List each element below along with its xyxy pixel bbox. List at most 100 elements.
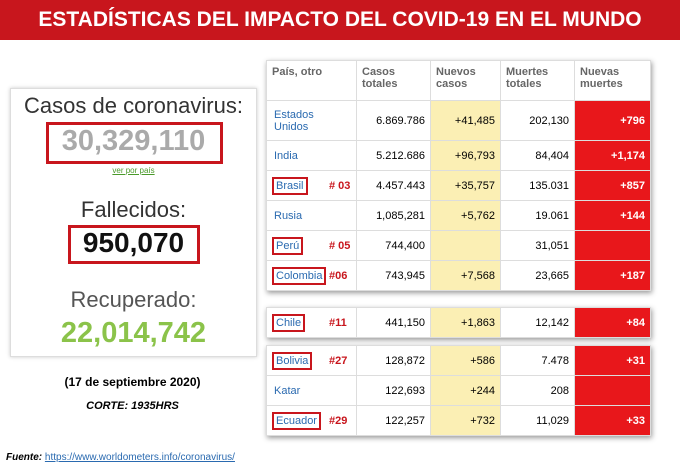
- cell: 202,130: [500, 100, 575, 141]
- row: Katar 122,693 +244 208: [266, 375, 651, 406]
- cell: 23,665: [500, 260, 575, 291]
- rank: #11: [329, 316, 347, 329]
- header-cell: Casos totales: [356, 60, 431, 101]
- cell: +796: [574, 100, 651, 141]
- cell: [574, 230, 651, 261]
- date: (17 de septiembre 2020): [64, 375, 201, 389]
- header-cell: Nuevas muertes: [574, 60, 651, 101]
- cell: 1,085,281: [356, 200, 431, 231]
- title: ESTADÍSTICAS DEL IMPACTO DEL COVID-19 EN…: [0, 0, 680, 40]
- cell: 122,257: [356, 405, 431, 436]
- row: Estados Unidos 6.869.786 +41,485 202,130 +79…: [266, 100, 651, 141]
- cell: 12,142: [500, 307, 575, 338]
- rank: #06: [329, 269, 348, 282]
- cell: 7.478: [500, 345, 575, 376]
- country-name[interactable]: Bolivia: [272, 351, 313, 370]
- header-cell: Muertes totales: [500, 60, 575, 101]
- row: India 5.212.686 +96,793 84,404 +1,174: [266, 140, 651, 171]
- rank: # 05: [329, 239, 351, 252]
- row: Bolivia #27 128,872 +586 7.478 +31: [266, 345, 651, 376]
- country-cell: Estados Unidos: [266, 100, 357, 141]
- country-cell: Ecuador #29: [266, 405, 357, 436]
- cell: [430, 230, 501, 261]
- country-cell: India: [266, 140, 357, 171]
- country-cell: Brasil # 03: [266, 170, 357, 201]
- cell: 135.031: [500, 170, 575, 201]
- country-cell: Perú # 05: [266, 230, 357, 261]
- table-group: Chile #11 441,150 +1,863 12,142 +84: [266, 307, 651, 338]
- rank: #27: [329, 354, 348, 367]
- deaths-label: Fallecidos:: [80, 197, 187, 222]
- cases-box: [46, 122, 223, 164]
- cell: +31: [574, 345, 651, 376]
- cell: 5.212.686: [356, 140, 431, 171]
- cell: +857: [574, 170, 651, 201]
- link[interactable]: ver por país: [112, 166, 155, 175]
- cell: +187: [574, 260, 651, 291]
- header-cell: Nuevos casos: [430, 60, 501, 101]
- cutoff: CORTE: 1935HRS: [86, 400, 179, 412]
- cell: 84,404: [500, 140, 575, 171]
- header-cell: País, otro: [266, 60, 357, 101]
- cell: 4.457.443: [356, 170, 431, 201]
- header-row: País, otro Casos totales Nuevos casos Muert…: [266, 60, 651, 101]
- cell: +96,793: [430, 140, 501, 171]
- country-name[interactable]: India: [274, 149, 298, 162]
- row: Rusia 1,085,281 +5,762 19.061 +144: [266, 200, 651, 231]
- country-name[interactable]: Katar: [274, 384, 301, 397]
- cell: +7,568: [430, 260, 501, 291]
- country-name[interactable]: Perú: [272, 236, 304, 255]
- table-group: País, otro Casos totales Nuevos casos Muert…: [266, 60, 651, 291]
- row: Ecuador #29 122,257 +732 11,029 +33: [266, 405, 651, 436]
- cell: 31,051: [500, 230, 575, 261]
- cell: 122,693: [356, 375, 431, 406]
- deaths-box: [68, 225, 200, 264]
- cases-label: Casos de coronavirus:: [24, 93, 243, 118]
- cell: 743,945: [356, 260, 431, 291]
- cell: +732: [430, 405, 501, 436]
- cell: +1,174: [574, 140, 651, 171]
- cell: +35,757: [430, 170, 501, 201]
- cell: 441,150: [356, 307, 431, 338]
- country-name[interactable]: Rusia: [274, 209, 303, 222]
- cell: +1,863: [430, 307, 501, 338]
- country-name[interactable]: Colombia: [272, 266, 327, 285]
- table-group: Bolivia #27 128,872 +586 7.478 +31 Katar 122,69…: [266, 345, 651, 436]
- country-cell: Bolivia #27: [266, 345, 357, 376]
- cell: 19.061: [500, 200, 575, 231]
- country-cell: Colombia #06: [266, 260, 357, 291]
- rank: # 03: [329, 179, 351, 192]
- deaths-value: 950,070: [82, 227, 185, 258]
- country-cell: Katar: [266, 375, 357, 406]
- cell: 208: [500, 375, 575, 406]
- country-name[interactable]: Chile: [272, 313, 306, 332]
- rank: #29: [329, 414, 348, 427]
- cases-value: 30,329,110: [61, 125, 206, 157]
- source-url[interactable]: https://www.worldometers.info/coronaviru…: [44, 452, 235, 463]
- cell: +586: [430, 345, 501, 376]
- cell: +33: [574, 405, 651, 436]
- country-name[interactable]: Brasil: [272, 176, 308, 195]
- country-cell: Rusia: [266, 200, 357, 231]
- country-name[interactable]: Ecuador: [272, 411, 321, 430]
- country-cell: Chile #11: [266, 307, 357, 338]
- cell: +144: [574, 200, 651, 231]
- cell: +5,762: [430, 200, 501, 231]
- cell: 11,029: [500, 405, 575, 436]
- row: Chile #11 441,150 +1,863 12,142 +84: [266, 307, 651, 338]
- cell: 744,400: [356, 230, 431, 261]
- cell: +84: [574, 307, 651, 338]
- cell: +244: [430, 375, 501, 406]
- cell: 6.869.786: [356, 100, 431, 141]
- row: Colombia #06 743,945 +7,568 23,665 +187: [266, 260, 651, 291]
- recovered-label: Recuperado:: [70, 287, 197, 312]
- row: Perú # 05 744,400 31,051: [266, 230, 651, 261]
- summary-panel: Casos de coronavirus: 30,329,110 ver por…: [10, 88, 257, 357]
- country-name[interactable]: Estados Unidos: [274, 108, 314, 133]
- row: Brasil # 03 4.457.443 +35,757 135.031 +857: [266, 170, 651, 201]
- cell: [574, 375, 651, 406]
- cell: +41,485: [430, 100, 501, 141]
- source-label: Fuente:: [6, 452, 43, 463]
- source: Fuente: https://www.worldometers.info/co…: [6, 452, 235, 463]
